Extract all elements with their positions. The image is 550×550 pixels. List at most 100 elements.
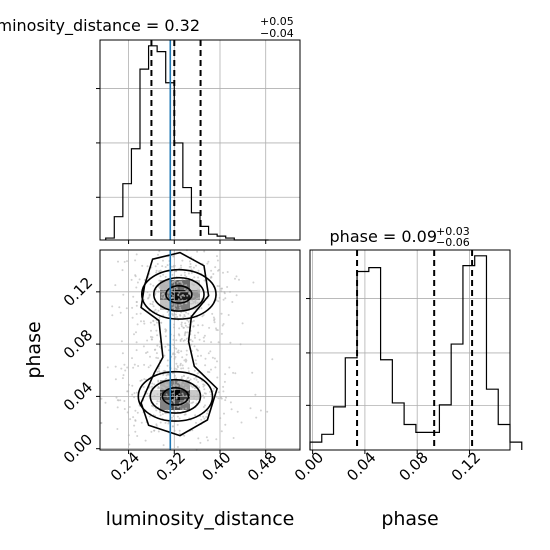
sample-point	[217, 391, 220, 394]
sample-point	[171, 306, 174, 309]
sample-point	[224, 373, 227, 376]
sample-point	[135, 331, 137, 334]
sample-point	[241, 322, 244, 325]
sample-point	[158, 370, 161, 373]
sample-point	[232, 371, 235, 374]
sample-point	[182, 408, 184, 411]
sample-point	[146, 265, 149, 268]
sample-point	[121, 269, 124, 272]
sample-point	[185, 284, 188, 287]
sample-point	[131, 384, 134, 387]
sample-point	[171, 399, 174, 401]
panel-title: luminosity_distance = 0.32	[0, 16, 200, 36]
sample-point	[158, 316, 161, 319]
sample-point	[202, 415, 205, 418]
sample-point	[194, 336, 196, 339]
sample-point	[220, 430, 223, 433]
sample-point	[220, 312, 223, 315]
sample-point	[148, 293, 151, 296]
sample-point	[207, 303, 210, 306]
density-cell	[190, 280, 200, 290]
sample-point	[159, 287, 161, 290]
sample-point	[161, 413, 164, 416]
density-cell	[190, 300, 200, 310]
sample-point	[198, 297, 200, 299]
sample-point	[189, 338, 192, 341]
sample-point	[238, 278, 240, 281]
sample-point	[180, 296, 183, 299]
sample-point	[212, 387, 215, 390]
sample-point	[206, 370, 209, 373]
histogram-steps	[105, 45, 269, 241]
sample-point	[249, 407, 252, 410]
sample-point	[116, 428, 119, 430]
sample-point	[192, 319, 195, 322]
sample-point	[147, 296, 150, 299]
sample-point	[159, 414, 162, 417]
sample-point	[226, 286, 229, 288]
sample-point	[164, 335, 167, 338]
sample-point	[181, 303, 184, 306]
sample-point	[189, 265, 192, 268]
sample-point	[203, 279, 206, 282]
sample-point	[162, 288, 165, 291]
sample-point	[181, 375, 183, 378]
sample-point	[187, 376, 190, 379]
sample-point	[142, 345, 145, 348]
sample-point	[178, 417, 181, 420]
sample-point	[165, 393, 168, 396]
sample-point	[217, 341, 220, 344]
sample-point	[146, 392, 149, 395]
sample-point	[166, 264, 169, 267]
sample-point	[178, 304, 181, 307]
sample-point	[154, 292, 157, 295]
sample-point	[123, 260, 126, 263]
contour-line	[152, 276, 205, 312]
sample-point	[133, 392, 136, 395]
sample-point	[158, 279, 161, 282]
sample-point	[193, 276, 196, 279]
sample-point	[142, 386, 145, 388]
sample-point	[167, 283, 170, 286]
histogram-line	[105, 45, 269, 241]
sample-point	[136, 411, 139, 414]
sample-point	[197, 269, 200, 272]
sample-point	[184, 386, 187, 389]
sample-point	[149, 335, 152, 338]
sample-point	[151, 385, 153, 388]
sample-point	[197, 381, 200, 383]
sample-point	[156, 321, 158, 324]
title-plus-error: +0.05	[260, 15, 294, 28]
sample-point	[202, 394, 204, 397]
sample-point	[226, 271, 229, 273]
sample-point	[164, 421, 167, 424]
sample-point	[202, 406, 205, 408]
sample-point	[150, 338, 153, 341]
sample-point	[157, 430, 160, 433]
sample-point	[153, 323, 156, 326]
sample-point	[199, 288, 201, 291]
sample-point	[194, 414, 197, 417]
sample-point	[235, 294, 238, 297]
sample-point	[114, 378, 117, 381]
sample-point	[179, 338, 182, 341]
sample-point	[221, 324, 224, 327]
sample-point	[142, 320, 145, 323]
sample-point	[117, 260, 119, 263]
sample-point	[185, 349, 188, 352]
title-plus-error: +0.03	[436, 225, 470, 238]
sample-point	[206, 412, 209, 415]
sample-point	[115, 396, 118, 399]
sample-point	[160, 303, 163, 306]
sample-point	[189, 392, 192, 395]
sample-point	[111, 314, 114, 317]
histogram-line	[309, 255, 523, 450]
sample-point	[228, 366, 231, 369]
sample-point	[141, 264, 144, 267]
sample-point	[151, 382, 154, 385]
density-cell	[160, 280, 170, 290]
sample-point	[196, 301, 199, 304]
sample-point	[209, 390, 212, 393]
sample-point	[235, 275, 238, 278]
sample-point	[231, 301, 234, 303]
